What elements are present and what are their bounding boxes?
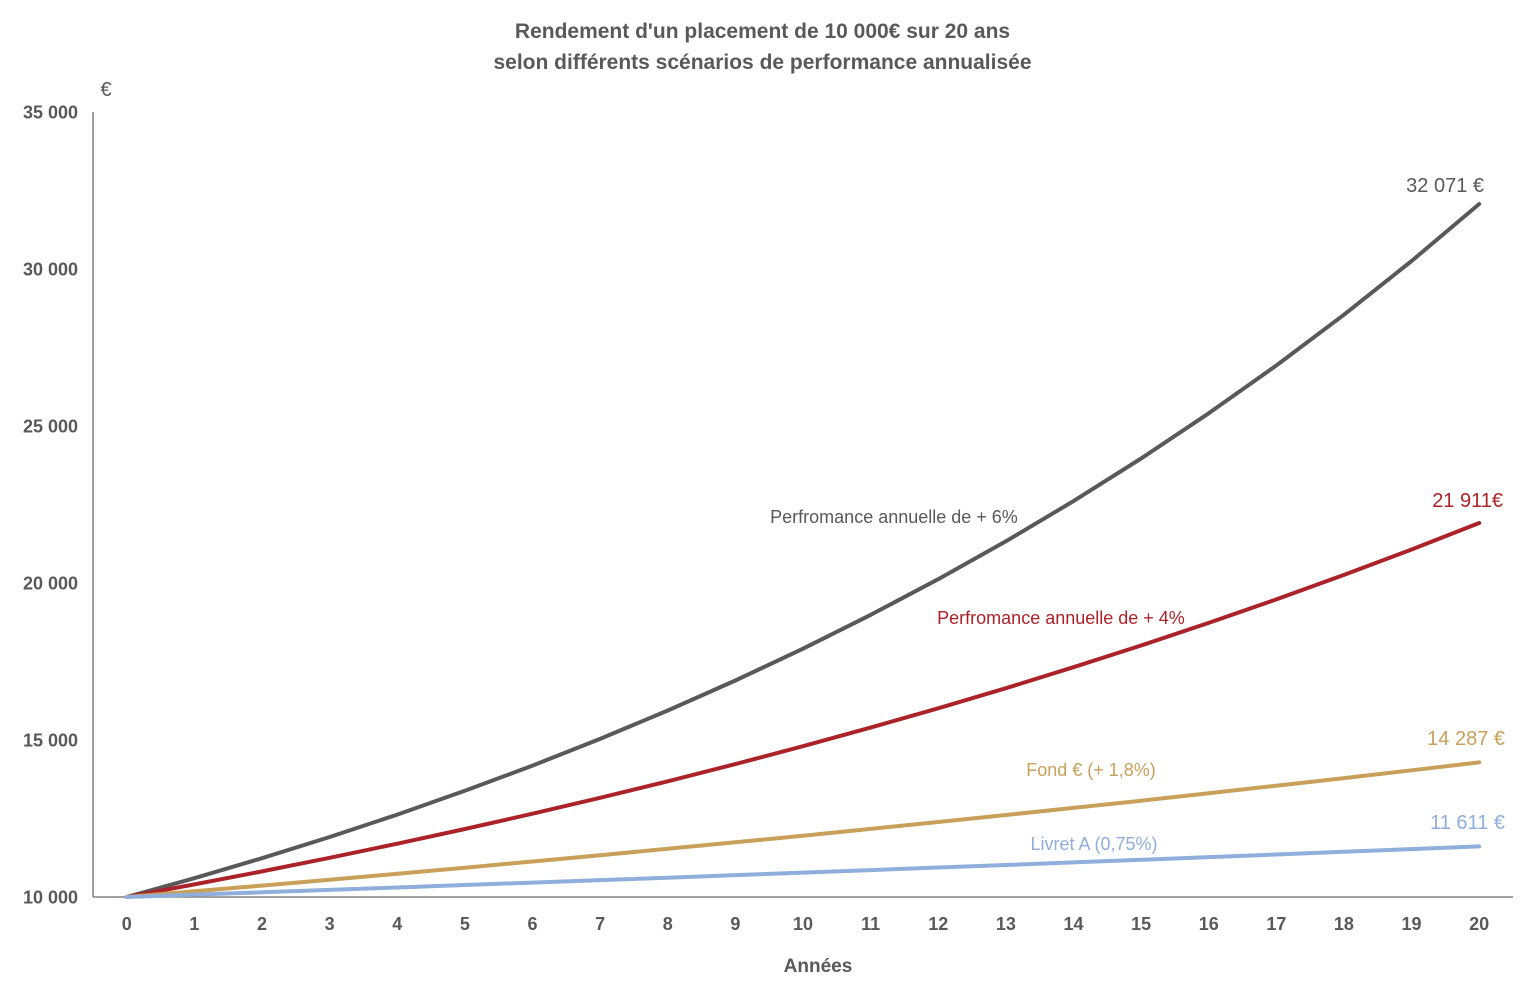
x-tick-label: 17 bbox=[1266, 914, 1286, 934]
y-axis-unit-label: € bbox=[100, 79, 111, 101]
x-tick-label: 9 bbox=[730, 914, 740, 934]
y-tick-label: 30 000 bbox=[23, 260, 78, 280]
x-axis-title: Années bbox=[784, 956, 853, 977]
x-tick-label: 16 bbox=[1199, 914, 1219, 934]
y-tick-label: 20 000 bbox=[23, 574, 78, 594]
y-tick-label: 35 000 bbox=[23, 103, 78, 123]
x-tick-label: 19 bbox=[1402, 914, 1422, 934]
x-tick-label: 7 bbox=[595, 914, 605, 934]
x-tick-label: 15 bbox=[1131, 914, 1151, 934]
x-tick-label: 0 bbox=[122, 914, 132, 934]
chart-title-line1: Rendement d'un placement de 10 000€ sur … bbox=[514, 20, 1011, 43]
series-name-label-performance-6pct: Perfromance annuelle de + 6% bbox=[770, 507, 1018, 527]
series-line-performance-4pct bbox=[124, 521, 1482, 899]
series-labels: Perfromance annuelle de + 6% 32 071 € Perf… bbox=[770, 175, 1505, 854]
x-tick-label: 12 bbox=[928, 914, 948, 934]
series-name-label-performance-4pct: Perfromance annuelle de + 4% bbox=[937, 608, 1185, 628]
x-tick-label: 11 bbox=[861, 914, 880, 934]
x-tick-label: 1 bbox=[189, 914, 199, 934]
x-tick-label: 10 bbox=[793, 914, 813, 934]
x-tick-label: 14 bbox=[1063, 914, 1083, 934]
x-tick-label: 5 bbox=[460, 914, 470, 934]
x-tick-label: 2 bbox=[257, 914, 267, 934]
series-end-value-label-performance-4pct: 21 911€ bbox=[1432, 490, 1503, 512]
y-tick-label: 15 000 bbox=[23, 731, 78, 751]
series-name-label-livret-a: Livret A (0,75%) bbox=[1030, 834, 1157, 854]
series-lines bbox=[124, 202, 1482, 899]
x-tick-label: 6 bbox=[528, 914, 538, 934]
chart-title-line2: selon différents scénarios de performanc… bbox=[493, 51, 1032, 74]
series-name-label-fond-euro: Fond € (+ 1,8%) bbox=[1026, 760, 1156, 780]
axes bbox=[92, 112, 1513, 898]
y-tick-label: 10 000 bbox=[23, 888, 78, 908]
x-tick-label: 13 bbox=[996, 914, 1016, 934]
x-tick-label: 4 bbox=[392, 914, 402, 934]
y-tick-label: 25 000 bbox=[23, 417, 78, 437]
x-tick-label: 20 bbox=[1469, 914, 1489, 934]
chart-title: Rendement d'un placement de 10 000€ sur … bbox=[0, 16, 1525, 78]
series-line-livret-a bbox=[124, 844, 1482, 899]
series-line-fond-euro bbox=[124, 760, 1482, 899]
x-tick-label: 18 bbox=[1334, 914, 1354, 934]
series-end-value-label-fond-euro: 14 287 € bbox=[1427, 728, 1505, 750]
x-tick-label: 3 bbox=[325, 914, 335, 934]
series-end-value-label-livret-a: 11 611 € bbox=[1430, 812, 1505, 834]
series-end-value-label-performance-6pct: 32 071 € bbox=[1406, 175, 1484, 197]
series-line-performance-6pct bbox=[124, 202, 1482, 899]
x-tick-label: 8 bbox=[663, 914, 673, 934]
